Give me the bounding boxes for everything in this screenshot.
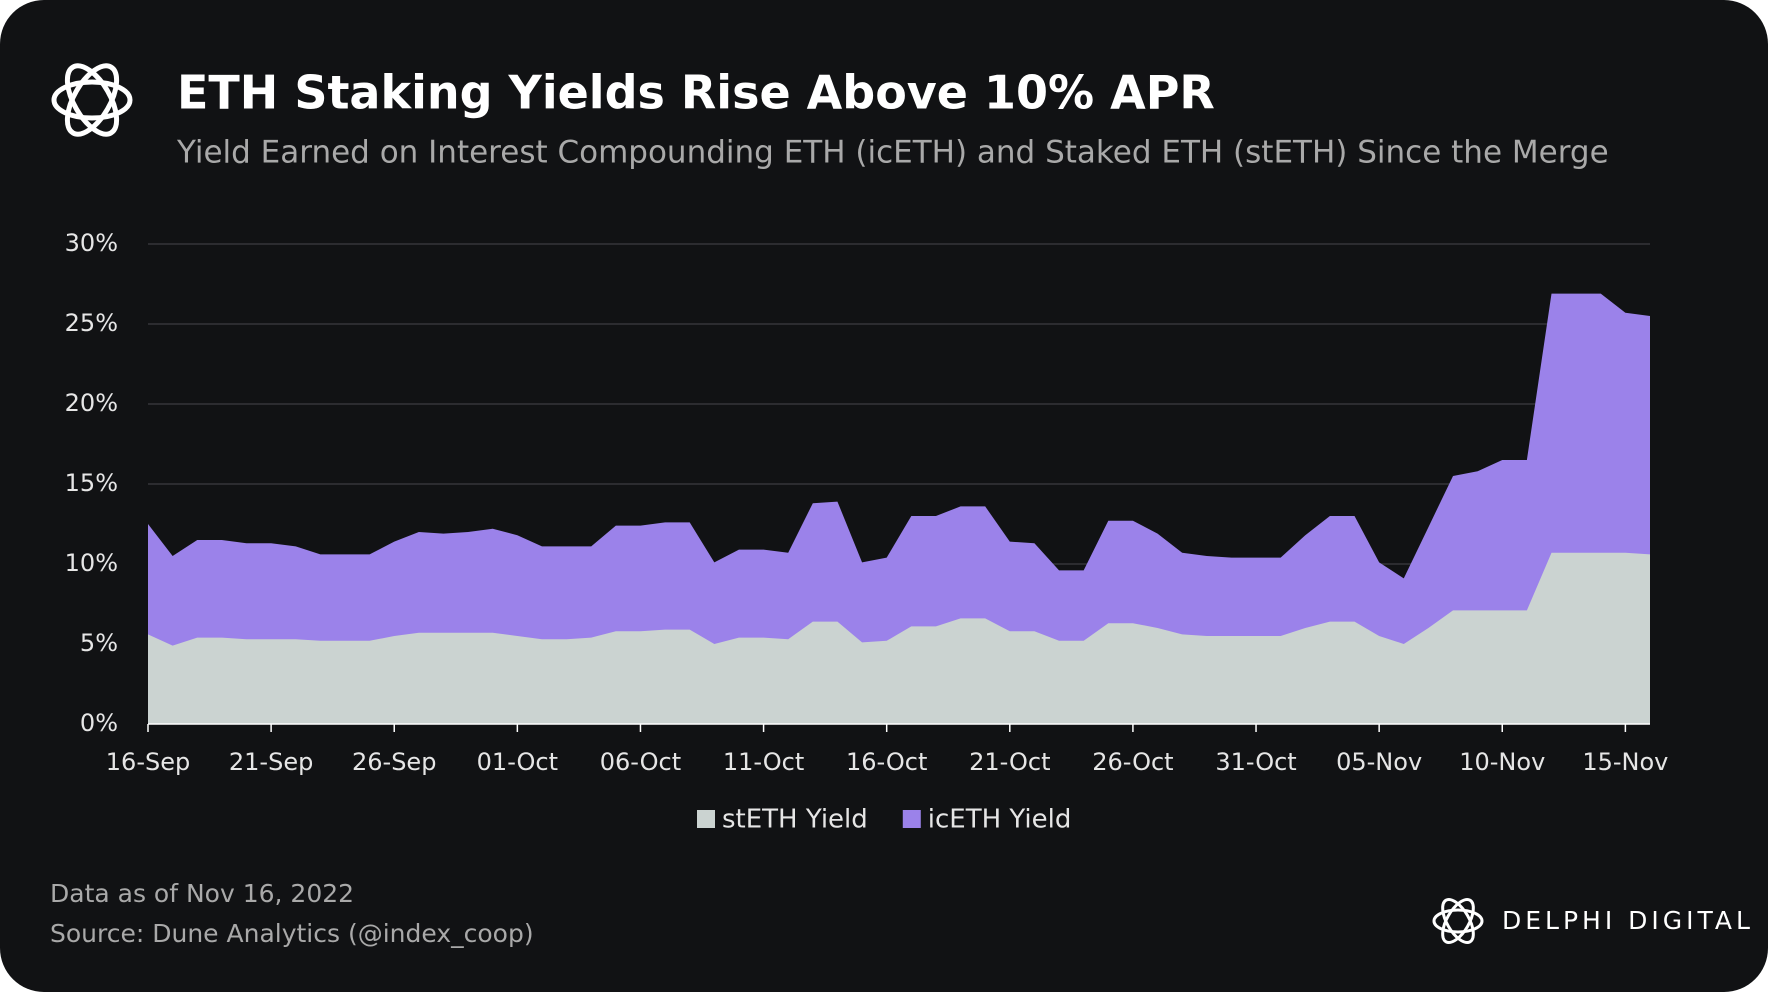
legend-label: stETH Yield: [722, 805, 868, 835]
legend-label: icETH Yield: [928, 805, 1072, 835]
x-tick-label: 05-Nov: [1336, 748, 1422, 776]
legend-swatch: [902, 810, 921, 828]
x-tick-label: 26-Oct: [1092, 748, 1173, 776]
y-tick-label: 10%: [65, 549, 118, 577]
y-tick-label: 15%: [65, 469, 118, 497]
logo: [51, 63, 133, 137]
x-tick-label: 16-Sep: [106, 748, 190, 776]
x-tick-label: 31-Oct: [1215, 748, 1296, 776]
x-tick-label: 15-Nov: [1582, 748, 1668, 776]
area: [148, 293, 1650, 724]
note: Data as of Nov 16, 2022: [50, 879, 354, 908]
x-tick-label: 21-Sep: [229, 748, 313, 776]
y-tick-label: 5%: [80, 629, 118, 657]
x-tick-label: 06-Oct: [600, 748, 681, 776]
chart-subtitle: Yield Earned on Interest Compounding ETH…: [176, 135, 1609, 171]
area: [148, 552, 1650, 724]
x-tick-label: 10-Nov: [1459, 748, 1545, 776]
brand: DELPHI DIGITAL: [1502, 906, 1754, 935]
y-tick-label: 0%: [80, 709, 118, 737]
x-tick-label: 26-Sep: [352, 748, 436, 776]
y-tick-label: 25%: [65, 309, 118, 337]
y-tick-label: 20%: [65, 389, 118, 417]
chart-title: ETH Staking Yields Rise Above 10% APR: [177, 66, 1215, 120]
x-tick-label: 16-Oct: [846, 748, 927, 776]
brand-logo: [1432, 898, 1484, 944]
note: Source: Dune Analytics (@index_coop): [50, 919, 534, 948]
x-tick-label: 01-Oct: [477, 748, 558, 776]
x-tick-label: 11-Oct: [723, 748, 804, 776]
legend-swatch: [697, 810, 715, 828]
y-tick-label: 30%: [65, 229, 118, 257]
x-tick-label: 21-Oct: [969, 748, 1050, 776]
